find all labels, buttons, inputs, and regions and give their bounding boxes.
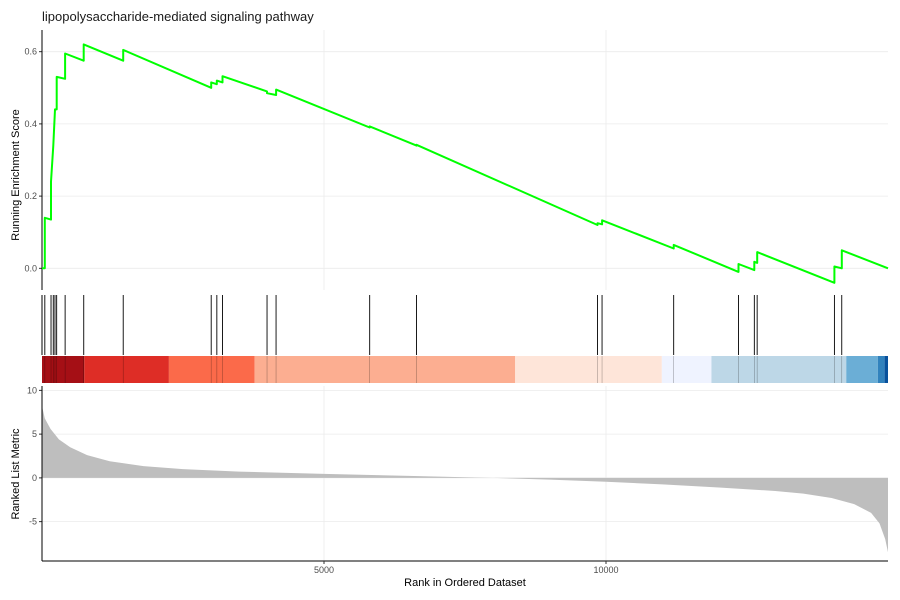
running-score-line — [42, 43, 889, 284]
running-score-y-axis: 0.0 0.2 0.4 0.6 — [24, 30, 43, 290]
gene-hits-panel — [41, 295, 843, 355]
x-axis-label: Rank in Ordered Dataset — [404, 577, 526, 589]
es-y-tick-label: 0.4 — [24, 119, 37, 129]
metric-y-tick-label: 0 — [32, 473, 37, 483]
ranked-metric-y-axis: -5 0 5 10 — [27, 385, 43, 561]
x-axis: 5000 10000 — [42, 560, 888, 575]
color-strip-segment — [661, 356, 712, 383]
metric-y-tick-label: 5 — [32, 429, 37, 439]
ranked-metric-area — [42, 406, 888, 553]
color-strip-segment — [42, 356, 85, 383]
ranked-metric-y-label: Ranked List Metric — [10, 428, 22, 520]
running-score-y-label: Running Enrichment Score — [10, 109, 22, 240]
color-strip-segment — [877, 356, 885, 383]
metric-y-tick-label: 10 — [27, 385, 37, 395]
color-strip-segment — [168, 356, 255, 383]
color-strip-segment — [846, 356, 878, 383]
rank-color-strip — [42, 356, 888, 383]
color-strip-segment — [711, 356, 847, 383]
es-y-tick-label: 0.0 — [24, 263, 37, 273]
running-score-panel: 0.0 0.2 0.4 0.6 Running Enrichment Score — [10, 30, 889, 290]
chart-title: lipopolysaccharide-mediated signaling pa… — [42, 9, 314, 24]
color-strip-segment — [254, 356, 516, 383]
color-strip-segment — [515, 356, 662, 383]
ranked-metric-panel: -5 0 5 10 5000 10000 Ranked List Metric Rank… — [10, 385, 888, 589]
color-strip-segment — [84, 356, 169, 383]
es-y-tick-label: 0.6 — [24, 47, 37, 57]
metric-y-tick-label: -5 — [29, 517, 37, 527]
es-y-tick-label: 0.2 — [24, 191, 37, 201]
x-tick-label: 10000 — [593, 565, 618, 575]
color-strip-segment — [884, 356, 888, 383]
x-tick-label: 5000 — [314, 565, 334, 575]
